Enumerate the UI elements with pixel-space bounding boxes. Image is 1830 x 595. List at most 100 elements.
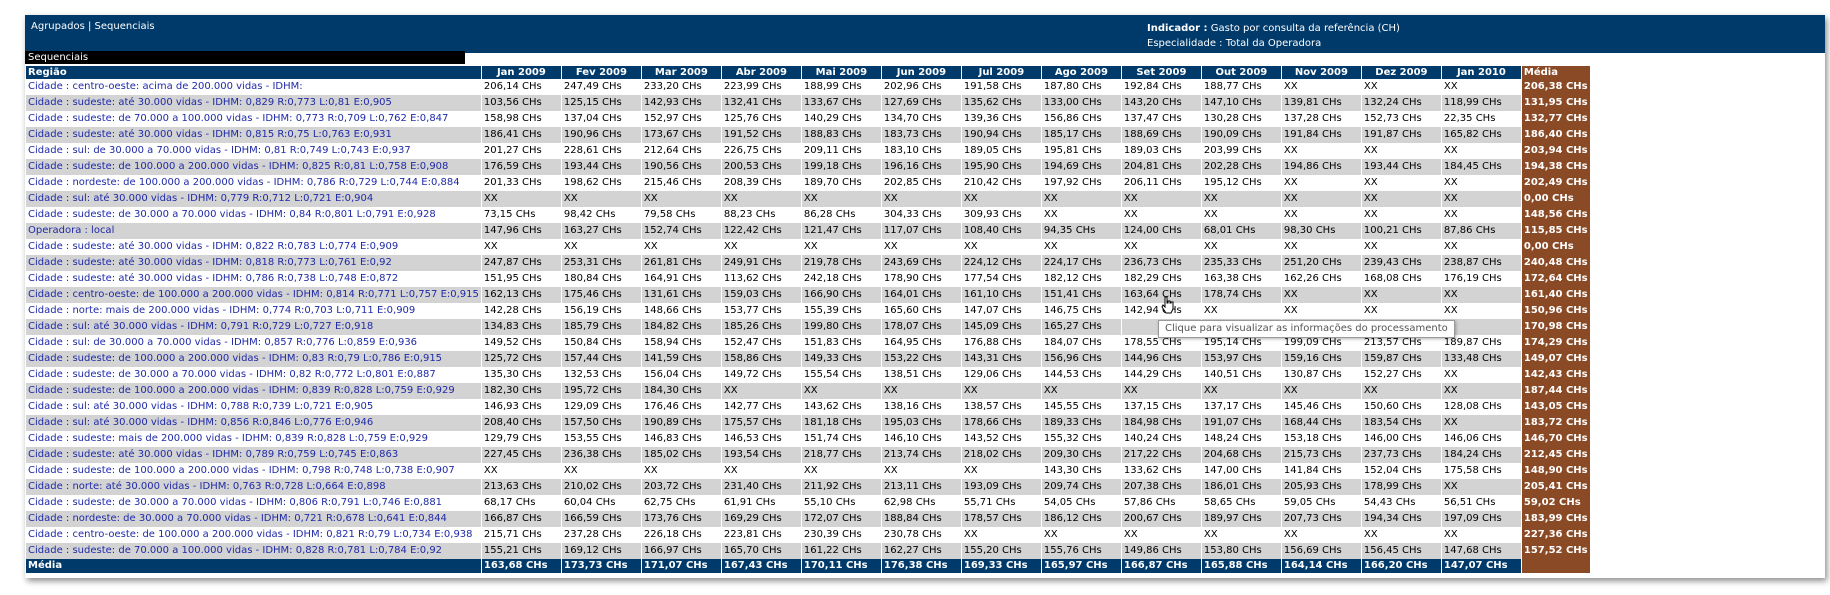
value-cell[interactable]: XX <box>1361 527 1441 543</box>
value-cell[interactable]: 199,80 CHs <box>801 319 881 335</box>
value-cell[interactable]: 117,07 CHs <box>881 223 961 239</box>
agrupados-link[interactable]: Agrupados <box>31 21 85 32</box>
value-cell[interactable]: 184,30 CHs <box>641 383 721 399</box>
value-cell[interactable]: 178,55 CHs <box>1121 335 1201 351</box>
value-cell[interactable]: 87,86 CHs <box>1441 223 1521 239</box>
value-cell[interactable]: 237,28 CHs <box>561 527 641 543</box>
value-cell[interactable]: 135,30 CHs <box>481 367 561 383</box>
value-cell[interactable] <box>1441 319 1521 335</box>
value-cell[interactable]: 142,93 CHs <box>641 95 721 111</box>
value-cell[interactable]: 231,40 CHs <box>721 479 801 495</box>
value-cell[interactable]: 202,85 CHs <box>881 175 961 191</box>
value-cell[interactable]: 54,05 CHs <box>1041 495 1121 511</box>
value-cell[interactable]: 180,84 CHs <box>561 271 641 287</box>
value-cell[interactable]: 149,33 CHs <box>801 351 881 367</box>
column-header-month[interactable]: Mai 2009 <box>801 66 881 79</box>
column-header-month[interactable]: Jun 2009 <box>881 66 961 79</box>
value-cell[interactable]: XX <box>961 463 1041 479</box>
region-link[interactable]: Cidade : sudeste: de 30.000 a 70.000 vid… <box>26 495 481 511</box>
value-cell[interactable]: 139,36 CHs <box>961 111 1041 127</box>
value-cell[interactable]: 206,14 CHs <box>481 79 561 95</box>
column-header-month[interactable]: Nov 2009 <box>1281 66 1361 79</box>
value-cell[interactable]: 144,53 CHs <box>1041 367 1121 383</box>
sequenciais-link[interactable]: Sequenciais <box>94 21 155 32</box>
region-link[interactable]: Cidade : sudeste: de 100.000 a 200.000 v… <box>26 383 481 399</box>
value-cell[interactable]: 184,45 CHs <box>1441 159 1521 175</box>
region-link[interactable]: Cidade : sudeste: de 70.000 a 100.000 vi… <box>26 543 481 559</box>
value-cell[interactable]: 184,82 CHs <box>641 319 721 335</box>
value-cell[interactable]: 148,24 CHs <box>1201 431 1281 447</box>
region-link[interactable]: Cidade : sudeste: mais de 200.000 vidas … <box>26 431 481 447</box>
region-link[interactable]: Cidade : sul: até 30.000 vidas - IDHM: 0… <box>26 191 481 207</box>
value-cell[interactable]: 143,31 CHs <box>961 351 1041 367</box>
value-cell[interactable]: 73,15 CHs <box>481 207 561 223</box>
value-cell[interactable]: 148,66 CHs <box>641 303 721 319</box>
value-cell[interactable]: 144,29 CHs <box>1121 367 1201 383</box>
value-cell[interactable]: 247,49 CHs <box>561 79 641 95</box>
value-cell[interactable]: XX <box>1201 383 1281 399</box>
value-cell[interactable]: XX <box>1281 287 1361 303</box>
value-cell[interactable]: XX <box>961 191 1041 207</box>
value-cell[interactable]: 163,27 CHs <box>561 223 641 239</box>
region-link[interactable]: Cidade : sudeste: até 30.000 vidas - IDH… <box>26 95 481 111</box>
value-cell[interactable]: XX <box>961 239 1041 255</box>
column-header-month[interactable]: Jan 2009 <box>481 66 561 79</box>
value-cell[interactable]: XX <box>1281 143 1361 159</box>
value-cell[interactable]: 181,18 CHs <box>801 415 881 431</box>
value-cell[interactable]: 159,03 CHs <box>721 287 801 303</box>
value-cell[interactable]: 164,01 CHs <box>881 287 961 303</box>
value-cell[interactable]: 141,59 CHs <box>641 351 721 367</box>
value-cell[interactable]: XX <box>561 191 641 207</box>
value-cell[interactable]: XX <box>1361 175 1441 191</box>
value-cell[interactable]: XX <box>721 239 801 255</box>
value-cell[interactable]: 121,47 CHs <box>801 223 881 239</box>
value-cell[interactable]: XX <box>1441 175 1521 191</box>
value-cell[interactable]: 213,74 CHs <box>881 447 961 463</box>
value-cell[interactable]: 155,76 CHs <box>1041 543 1121 559</box>
value-cell[interactable]: 182,30 CHs <box>481 383 561 399</box>
value-cell[interactable]: 140,29 CHs <box>801 111 881 127</box>
region-link[interactable]: Cidade : nordeste: de 30.000 a 70.000 vi… <box>26 511 481 527</box>
value-cell[interactable]: 212,64 CHs <box>641 143 721 159</box>
value-cell[interactable]: 146,83 CHs <box>641 431 721 447</box>
value-cell[interactable]: 133,00 CHs <box>1041 95 1121 111</box>
value-cell[interactable]: XX <box>641 239 721 255</box>
value-cell[interactable]: 242,18 CHs <box>801 271 881 287</box>
value-cell[interactable]: 151,41 CHs <box>1041 287 1121 303</box>
value-cell[interactable]: XX <box>721 191 801 207</box>
region-link[interactable]: Cidade : nordeste: de 100.000 a 200.000 … <box>26 175 481 191</box>
value-cell[interactable]: XX <box>1361 383 1441 399</box>
value-cell[interactable]: 143,30 CHs <box>1041 463 1121 479</box>
value-cell[interactable]: 172,07 CHs <box>801 511 881 527</box>
value-cell[interactable]: XX <box>1121 239 1201 255</box>
value-cell[interactable]: 215,73 CHs <box>1281 447 1361 463</box>
value-cell[interactable]: XX <box>801 383 881 399</box>
value-cell[interactable]: 152,73 CHs <box>1361 111 1441 127</box>
value-cell[interactable]: 68,17 CHs <box>481 495 561 511</box>
value-cell[interactable]: 188,77 CHs <box>1201 79 1281 95</box>
value-cell[interactable]: 209,74 CHs <box>1041 479 1121 495</box>
value-cell[interactable]: 230,78 CHs <box>881 527 961 543</box>
value-cell[interactable]: 261,81 CHs <box>641 255 721 271</box>
value-cell[interactable]: 178,07 CHs <box>881 319 961 335</box>
value-cell[interactable]: XX <box>1281 527 1361 543</box>
value-cell[interactable]: XX <box>481 463 561 479</box>
value-cell[interactable]: 198,62 CHs <box>561 175 641 191</box>
value-cell[interactable]: 58,65 CHs <box>1201 495 1281 511</box>
value-cell[interactable]: XX <box>1281 175 1361 191</box>
value-cell[interactable]: 304,33 CHs <box>881 207 961 223</box>
value-cell[interactable]: 157,50 CHs <box>561 415 641 431</box>
value-cell[interactable]: 155,21 CHs <box>481 543 561 559</box>
value-cell[interactable]: 145,09 CHs <box>961 319 1041 335</box>
value-cell[interactable]: XX <box>1441 239 1521 255</box>
value-cell[interactable]: 200,53 CHs <box>721 159 801 175</box>
value-cell[interactable]: 133,62 CHs <box>1121 463 1201 479</box>
value-cell[interactable]: 127,69 CHs <box>881 95 961 111</box>
value-cell[interactable]: 118,99 CHs <box>1441 95 1521 111</box>
value-cell[interactable]: XX <box>961 383 1041 399</box>
value-cell[interactable]: 156,19 CHs <box>561 303 641 319</box>
value-cell[interactable]: 243,69 CHs <box>881 255 961 271</box>
value-cell[interactable]: XX <box>1441 143 1521 159</box>
value-cell[interactable]: 113,62 CHs <box>721 271 801 287</box>
value-cell[interactable]: 162,27 CHs <box>881 543 961 559</box>
